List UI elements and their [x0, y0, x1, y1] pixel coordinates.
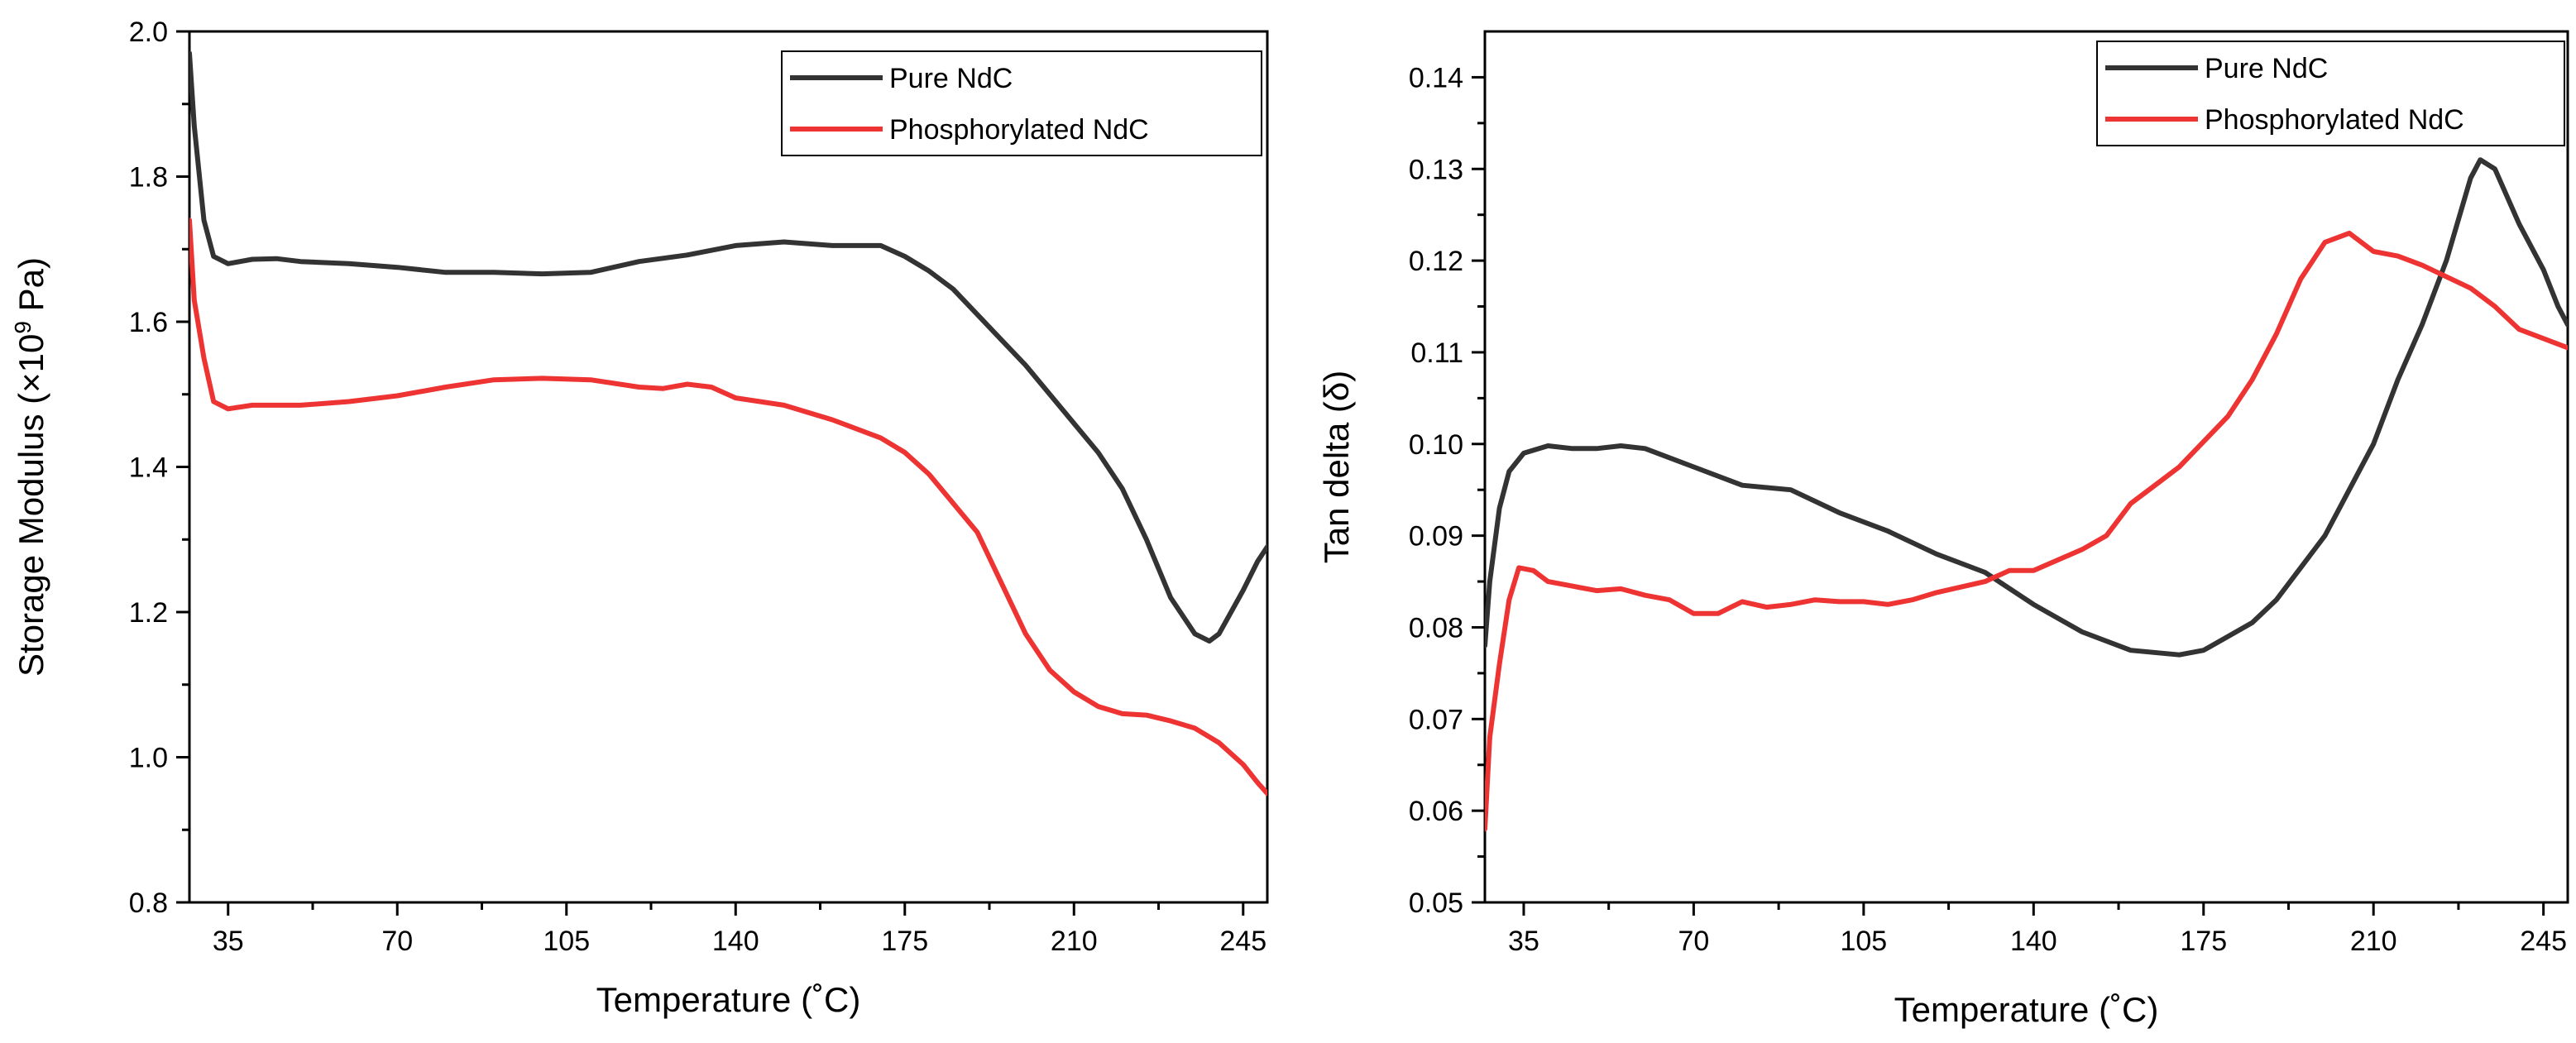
x-tick-label: 35: [213, 926, 244, 957]
x-tick-label: 245: [2520, 926, 2567, 957]
y-tick-label: 0.06: [1409, 796, 1463, 827]
y-tick-label: 0.13: [1409, 154, 1463, 185]
x-tick-label: 210: [1051, 926, 1098, 957]
y-tick-label: 0.07: [1409, 704, 1463, 735]
y-tick-label: 0.14: [1409, 62, 1463, 93]
series-line-pure-ndc: [1485, 157, 2568, 658]
plot-frame: [1483, 30, 2569, 904]
x-tick-label: 175: [2180, 926, 2227, 957]
storage-modulus-chart: 0.8 1.0 1.2 1.4 1.6 1.8 2.0 35 70 105 140 175 210 245…: [10, 17, 1269, 1019]
y-tick-label: 1.8: [129, 162, 168, 194]
x-tick-label: 35: [1508, 926, 1539, 957]
y-tick-label: 1.0: [129, 743, 168, 774]
y-axis-title: Tan delta (δ): [1317, 371, 1356, 563]
y-tick-label: 2.0: [129, 17, 168, 48]
y-tick-label: 0.8: [129, 888, 168, 919]
legend-label-pure-ndc: Pure NdC: [2205, 53, 2328, 84]
series-line-pure-ndc: [189, 50, 1267, 644]
x-tick-label: 140: [2010, 926, 2057, 957]
x-axis-title: Temperature (˚C): [596, 980, 861, 1019]
x-axis-title: Temperature (˚C): [1894, 990, 2159, 1029]
x-tick-label: 105: [1840, 926, 1887, 957]
series-line-phosphorylated-ndc: [189, 218, 1267, 797]
legend-label-pure-ndc: Pure NdC: [889, 63, 1013, 94]
legend-label-phosphorylated-ndc: Phosphorylated NdC: [889, 114, 1149, 146]
x-tick-label: 210: [2350, 926, 2397, 957]
y-tick-label: 1.2: [129, 597, 168, 629]
x-tick-label: 70: [1678, 926, 1709, 957]
x-tick-label: 105: [543, 926, 590, 957]
y-tick-label: 1.6: [129, 307, 168, 338]
series-line-phosphorylated-ndc: [1485, 230, 2568, 832]
x-tick-label: 245: [1219, 926, 1266, 957]
x-tick-label: 70: [381, 926, 413, 957]
y-axis-title: Storage Modulus (×109 Pa): [10, 257, 51, 677]
y-tick-label: 1.4: [129, 452, 168, 484]
y-tick-label: 0.11: [1410, 337, 1463, 369]
y-tick-label: 0.08: [1409, 612, 1463, 644]
legend-box: [2096, 41, 2565, 146]
x-tick-label: 140: [712, 926, 759, 957]
y-tick-label: 0.10: [1409, 429, 1463, 461]
legend-box: [781, 50, 1262, 156]
y-tick-label: 0.05: [1409, 888, 1463, 919]
y-tick-label: 0.12: [1409, 246, 1463, 277]
y-tick-label: 0.09: [1409, 521, 1463, 553]
tan-delta-chart: 0.05 0.06 0.07 0.08 0.09 0.10 0.11 0.12 0.13 0.14…: [1317, 30, 2569, 1029]
x-tick-label: 175: [881, 926, 928, 957]
legend-label-phosphorylated-ndc: Phosphorylated NdC: [2205, 104, 2464, 136]
